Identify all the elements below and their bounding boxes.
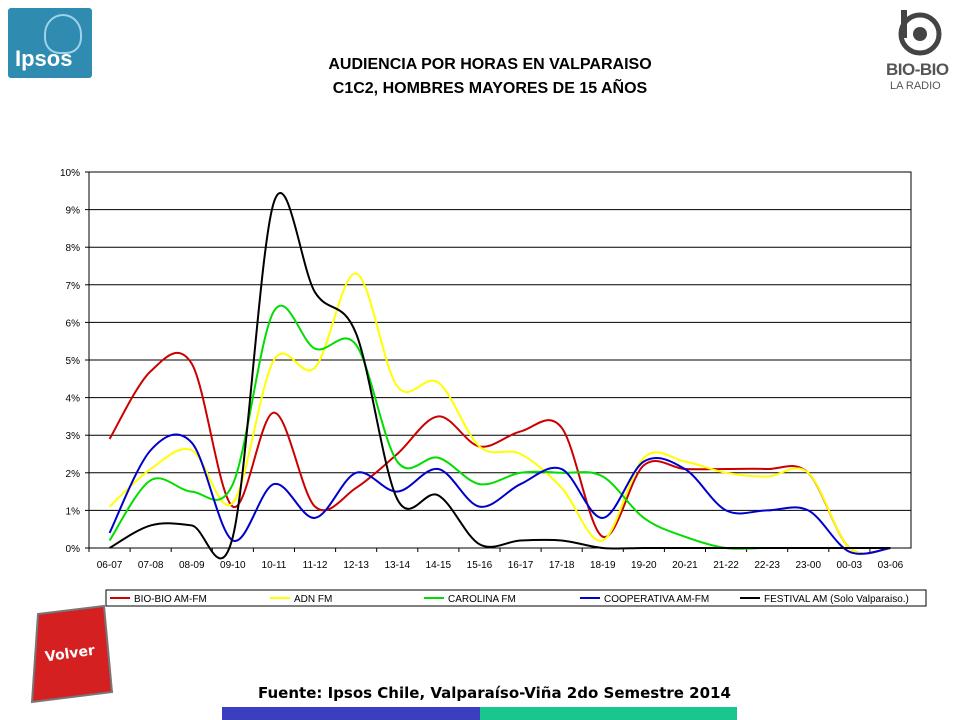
x-tick-label: 14-15 xyxy=(426,560,452,571)
legend-box xyxy=(105,589,927,607)
chart-title-line1: AUDIENCIA POR HORAS EN VALPARAISO xyxy=(328,56,652,73)
y-tick-label: 5% xyxy=(66,356,81,367)
volver-button[interactable]: Volver xyxy=(26,604,114,704)
x-tick-label: 15-16 xyxy=(467,560,493,571)
y-tick-label: 3% xyxy=(66,431,81,442)
source-note: Fuente: Ipsos Chile, Valparaíso-Viña 2do… xyxy=(258,684,731,702)
y-tick-label: 1% xyxy=(66,506,81,517)
biobio-logo-text: BIO-BIO xyxy=(886,60,949,79)
y-tick-label: 8% xyxy=(66,243,81,254)
legend-label: COOPERATIVA AM-FM xyxy=(604,594,709,605)
legend-label: ADN FM xyxy=(294,594,332,605)
biobio-logo: BIO-BIO LA RADIO xyxy=(884,6,956,98)
x-tick-label: 17-18 xyxy=(549,560,575,571)
volver-button-shape xyxy=(30,604,114,704)
y-tick-label: 0% xyxy=(66,544,81,555)
x-tick-label: 09-10 xyxy=(220,560,246,571)
x-tick-label: 23-00 xyxy=(795,560,821,571)
y-tick-label: 9% xyxy=(66,206,81,217)
x-tick-label: 03-06 xyxy=(878,560,904,571)
x-tick-label: 20-21 xyxy=(672,560,698,571)
x-tick-label: 11-12 xyxy=(303,560,328,571)
y-tick-label: 10% xyxy=(60,168,80,179)
x-tick-label: 21-22 xyxy=(713,560,739,571)
series-line-3 xyxy=(108,433,891,555)
ipsos-logo-text: Ipsos xyxy=(15,46,73,71)
y-tick-label: 4% xyxy=(66,394,81,405)
footer-band-green xyxy=(480,707,737,720)
x-tick-label: 19-20 xyxy=(631,560,657,571)
series-line-4 xyxy=(109,192,891,560)
legend-label: CAROLINA FM xyxy=(448,594,516,605)
footer-band-blue xyxy=(222,707,480,720)
legend-label: BIO-BIO AM-FM xyxy=(134,594,207,605)
x-tick-label: 16-17 xyxy=(508,560,534,571)
x-tick-label: 00-03 xyxy=(837,560,863,571)
x-tick-label: 08-09 xyxy=(179,560,205,571)
biobio-emblem-icon xyxy=(898,10,942,56)
y-tick-label: 7% xyxy=(66,281,81,292)
y-tick-label: 2% xyxy=(66,469,81,480)
legend-label: FESTIVAL AM (Solo Valparaiso.) xyxy=(764,594,909,605)
chart-title-line2: C1C2, HOMBRES MAYORES DE 15 AÑOS xyxy=(332,80,648,97)
ipsos-logo: Ipsos xyxy=(8,8,92,78)
y-tick-label: 6% xyxy=(66,318,81,329)
biobio-logo-subtext: LA RADIO xyxy=(890,80,941,92)
x-tick-label: 10-11 xyxy=(262,560,287,571)
x-tick-label: 22-23 xyxy=(754,560,780,571)
x-tick-label: 06-07 xyxy=(97,560,123,571)
x-tick-label: 12-13 xyxy=(343,560,369,571)
x-tick-label: 07-08 xyxy=(138,560,164,571)
x-tick-label: 18-19 xyxy=(590,560,616,571)
x-tick-label: 13-14 xyxy=(384,560,410,571)
profile-head-icon xyxy=(44,14,82,54)
